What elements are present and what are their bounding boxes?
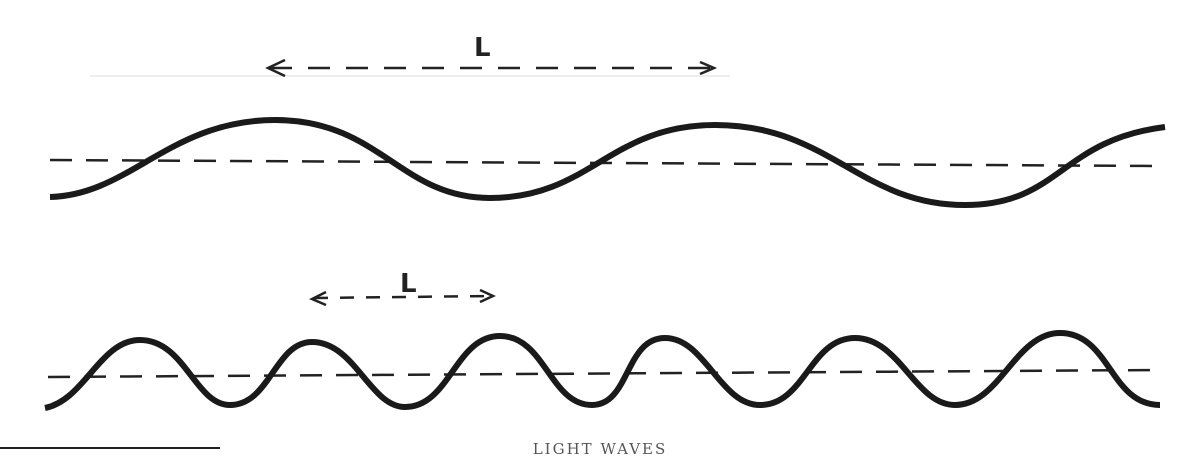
bottom-axis-line xyxy=(47,368,1161,379)
top-axis-line xyxy=(49,158,1161,168)
figure-caption: LIGHT WAVES xyxy=(532,440,668,458)
top-wavelength-label: L xyxy=(474,33,491,63)
top-wavelength-arrow xyxy=(265,58,718,78)
bottom-wavelength-label: L xyxy=(400,269,417,299)
bottom-wavelength-arrow xyxy=(309,288,496,307)
bottom-wave xyxy=(44,329,1161,411)
top-wave xyxy=(49,116,1166,209)
